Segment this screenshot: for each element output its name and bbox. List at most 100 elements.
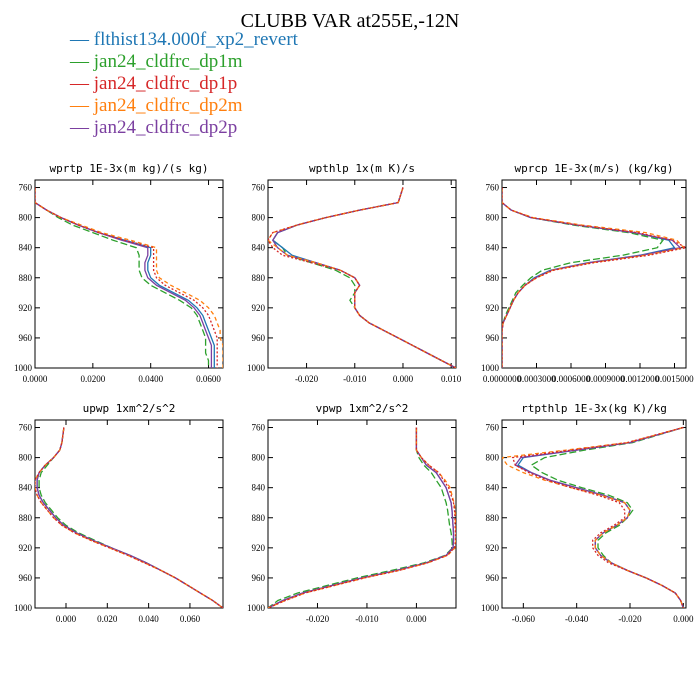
- series-line-1: [38, 427, 223, 608]
- legend-item-3: — jan24_cldfrc_dp2m: [69, 95, 243, 116]
- y-tick-label: 1000: [481, 603, 500, 613]
- y-tick-label: 800: [486, 213, 500, 223]
- series-line-2: [502, 187, 686, 368]
- y-tick-label: 960: [252, 573, 266, 583]
- series-line-1: [268, 427, 454, 608]
- series-line-1: [530, 426, 684, 608]
- series-line-3: [502, 426, 684, 608]
- series-line-4: [35, 187, 213, 368]
- x-tick-label: 0.060: [180, 614, 201, 624]
- series-line-2: [511, 426, 684, 608]
- y-tick-label: 960: [19, 333, 33, 343]
- y-tick-label: 840: [19, 243, 33, 253]
- y-tick-label: 760: [252, 423, 266, 433]
- x-tick-label: 0.0400: [138, 374, 163, 384]
- y-tick-label: 1000: [14, 603, 33, 613]
- y-tick-label: 840: [19, 483, 33, 493]
- panel-1: wpthlp 1x(m K)/s 760 800 840 880 920 960 1000 -0…: [247, 162, 462, 384]
- y-tick-label: 800: [252, 453, 266, 463]
- y-tick-label: 880: [252, 513, 266, 523]
- y-tick-label: 800: [252, 213, 266, 223]
- series-group: [268, 427, 456, 608]
- x-tick-label: 0.0015000: [655, 374, 694, 384]
- series-group: [35, 187, 223, 368]
- x-tick-label: 0.000: [673, 614, 694, 624]
- y-tick-label: 960: [486, 573, 500, 583]
- panel-title: wprtp 1E-3x(m kg)/(s kg): [50, 162, 209, 175]
- legend-item-1: — jan24_cldfrc_dp1m: [69, 51, 243, 72]
- y-tick-label: 920: [486, 543, 500, 553]
- legend: — flthist134.000f_xp2_revert— jan24_cldf…: [69, 29, 299, 138]
- y-tick-label: 920: [252, 543, 266, 553]
- panel-2: wprcp 1E-3x(m/s) (kg/kg) 760 800 840 880 920 9…: [481, 162, 694, 384]
- series-line-2: [268, 427, 456, 608]
- series-line-2: [35, 187, 218, 368]
- panel-title: wpthlp 1x(m K)/s: [309, 162, 415, 175]
- y-tick-label: 1000: [481, 363, 500, 373]
- y-tick-label: 840: [486, 243, 500, 253]
- x-tick-label: 0.0009000: [586, 374, 625, 384]
- y-tick-label: 880: [486, 273, 500, 283]
- series-line-3: [502, 187, 685, 368]
- y-tick-label: 960: [486, 333, 500, 343]
- series-line-0: [35, 187, 215, 368]
- series-group: [502, 426, 684, 608]
- y-tick-label: 880: [19, 273, 33, 283]
- x-tick-label: -0.040: [565, 614, 589, 624]
- x-tick-label: 0.0003000: [517, 374, 556, 384]
- series-line-3: [35, 187, 223, 368]
- x-tick-label: 0.000: [406, 614, 427, 624]
- y-tick-label: 840: [486, 483, 500, 493]
- legend-item-0: — flthist134.000f_xp2_revert: [69, 29, 299, 50]
- x-tick-label: -0.020: [306, 614, 330, 624]
- y-tick-label: 920: [19, 543, 33, 553]
- x-tick-label: 0.0600: [196, 374, 221, 384]
- x-tick-label: 0.0012000: [621, 374, 660, 384]
- series-line-4: [268, 427, 455, 608]
- y-tick-label: 960: [19, 573, 33, 583]
- plot-frame: [501, 419, 687, 609]
- panel-title: wprcp 1E-3x(m/s) (kg/kg): [515, 162, 674, 175]
- series-group: [35, 427, 223, 608]
- y-tick-label: 800: [19, 453, 33, 463]
- y-tick-label: 760: [486, 183, 500, 193]
- x-tick-label: -0.010: [343, 374, 367, 384]
- legend-item-2: — jan24_cldfrc_dp1p: [69, 73, 237, 94]
- x-tick-label: 0.0200: [80, 374, 105, 384]
- series-line-3: [268, 187, 456, 368]
- panel-0: wprtp 1E-3x(m kg)/(s kg) 760 800 840 880 920 9…: [14, 162, 224, 384]
- series-line-0: [502, 187, 676, 368]
- plot-frame: [501, 179, 687, 369]
- y-tick-label: 1000: [14, 363, 33, 373]
- x-tick-label: 0.000: [393, 374, 414, 384]
- x-tick-label: -0.020: [295, 374, 319, 384]
- panel-title: rtpthlp 1E-3x(kg K)/kg: [521, 402, 667, 415]
- series-line-1: [271, 187, 456, 368]
- series-group: [268, 187, 456, 368]
- y-tick-label: 800: [19, 213, 33, 223]
- plot-frame: [34, 419, 224, 609]
- plot-frame: [267, 179, 457, 369]
- y-tick-label: 840: [252, 483, 266, 493]
- x-tick-label: 0.020: [97, 614, 118, 624]
- x-tick-label: 0.0000: [23, 374, 48, 384]
- x-tick-label: 0.0006000: [552, 374, 591, 384]
- series-line-2: [35, 427, 223, 608]
- x-tick-label: 0.040: [139, 614, 160, 624]
- panel-4: vpwp 1xm^2/s^2 760 800 840 880 920 960 1000 -0.0…: [247, 402, 457, 624]
- legend-item-4: — jan24_cldfrc_dp2p: [69, 117, 237, 138]
- x-tick-label: -0.020: [618, 614, 642, 624]
- y-tick-label: 920: [486, 303, 500, 313]
- y-tick-label: 760: [19, 183, 33, 193]
- y-tick-label: 920: [252, 303, 266, 313]
- panel-5: rtpthlp 1E-3x(kg K)/kg 760 800 840 880 920 960…: [481, 402, 694, 624]
- x-tick-label: -0.010: [355, 614, 379, 624]
- y-tick-label: 880: [19, 513, 33, 523]
- series-line-4: [272, 187, 456, 368]
- series-line-2: [268, 187, 456, 368]
- y-tick-label: 880: [252, 273, 266, 283]
- y-tick-label: 760: [252, 183, 266, 193]
- y-tick-label: 760: [19, 423, 33, 433]
- series-line-4: [36, 427, 223, 608]
- series-line-0: [268, 427, 455, 608]
